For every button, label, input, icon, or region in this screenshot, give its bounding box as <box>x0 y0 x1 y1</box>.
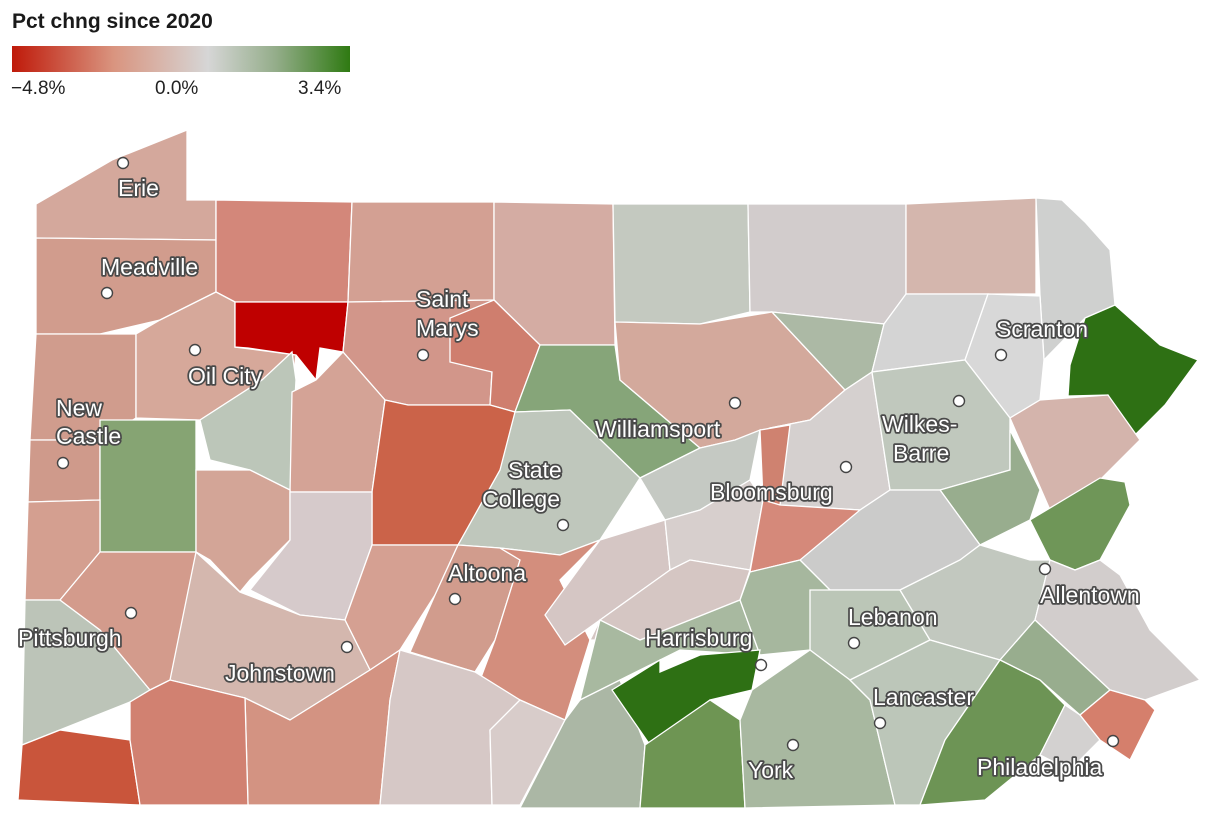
city-dot-scranton <box>994 348 1008 362</box>
city-label-johnstown: Johnstown <box>225 660 335 686</box>
city-dot-altoona <box>448 592 462 606</box>
legend-mid-label: 0.0% <box>155 78 199 99</box>
city-dot-bloomsburg <box>839 460 853 474</box>
city-dot-state-college <box>556 518 570 532</box>
county-warren[interactable] <box>215 199 353 303</box>
city-dot-philadelphia <box>1106 734 1120 748</box>
legend-max-label: 3.4% <box>298 78 342 99</box>
city-dot-york <box>786 738 800 752</box>
county-philadelphia[interactable] <box>1079 689 1156 761</box>
city-dot-pittsburgh <box>124 606 138 620</box>
city-label-allentown: Allentown <box>1040 582 1140 608</box>
county-fayette[interactable] <box>129 679 249 806</box>
city-dot-erie <box>116 156 130 170</box>
city-dot-williamsport <box>728 396 742 410</box>
county-armstrong[interactable] <box>195 469 291 593</box>
city-label-meadville: Meadville <box>101 254 198 280</box>
city-dot-allentown <box>1038 562 1052 576</box>
city-label-scranton: Scranton <box>996 316 1088 342</box>
city-label-lebanon: Lebanon <box>848 604 938 630</box>
city-label-wilkes-barre: Wilkes-Barre <box>882 411 957 466</box>
city-label-harrisburg: Harrisburg <box>645 625 752 651</box>
county-susquehanna[interactable] <box>905 197 1037 295</box>
county-montgomery[interactable] <box>998 619 1111 716</box>
city-label-lancaster: Lancaster <box>873 684 974 710</box>
county-bradford[interactable] <box>747 203 907 325</box>
city-dot-harrisburg <box>754 658 768 672</box>
city-dot-oil-city <box>188 343 202 357</box>
city-label-pittsburgh: Pittsburgh <box>18 625 122 651</box>
city-label-york: York <box>748 757 794 783</box>
city-label-philadelphia: Philadelphia <box>977 754 1103 780</box>
county-tioga[interactable] <box>612 203 751 325</box>
city-dot-new-castle <box>56 456 70 470</box>
city-label-saint-marys: Saint Marys <box>416 286 479 341</box>
city-dot-meadville <box>100 286 114 300</box>
city-dot-johnstown <box>340 640 354 654</box>
legend-min-label: −4.8% <box>11 78 66 99</box>
city-label-bloomsburg: Bloomsburg <box>710 479 833 505</box>
city-dot-saint-marys <box>416 348 430 362</box>
county-fulton[interactable] <box>489 699 566 806</box>
city-label-new-castle: New Castle <box>56 395 121 449</box>
city-label-state-college: State College <box>482 457 562 512</box>
county-lawrence[interactable] <box>27 439 101 503</box>
city-label-erie: Erie <box>118 175 159 201</box>
city-label-altoona: Altoona <box>448 560 526 586</box>
city-dot-wilkes-barre <box>952 394 966 408</box>
city-dot-lebanon <box>847 636 861 650</box>
legend-color-bar <box>12 46 350 72</box>
city-label-oil-city: Oil City <box>188 363 263 389</box>
legend-title: Pct chng since 2020 <box>12 10 213 33</box>
county-greene[interactable] <box>17 729 141 806</box>
city-label-williamsport: Williamsport <box>595 416 721 442</box>
county-pike[interactable] <box>1067 304 1200 442</box>
city-dot-lancaster <box>873 716 887 730</box>
